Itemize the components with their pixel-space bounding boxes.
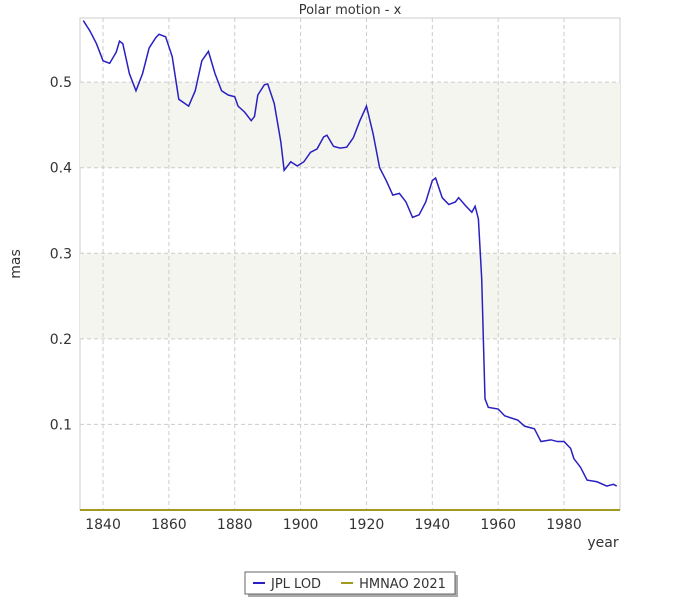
legend-label: JPL LOD bbox=[270, 577, 321, 592]
series-line bbox=[82, 20, 618, 487]
y-tick-label: 0.3 bbox=[50, 246, 72, 262]
y-tick-label: 0.4 bbox=[50, 161, 72, 177]
x-axis-label: year bbox=[587, 535, 618, 551]
x-tick-label: 1980 bbox=[546, 517, 582, 533]
x-tick-label: 1960 bbox=[480, 517, 516, 533]
y-tick-label: 0.2 bbox=[50, 332, 72, 348]
x-tick-label: 1900 bbox=[283, 517, 319, 533]
band bbox=[80, 253, 620, 339]
y-tick-label: 0.5 bbox=[50, 75, 72, 91]
y-axis-label: mas bbox=[8, 249, 24, 279]
x-tick-label: 1840 bbox=[85, 517, 121, 533]
y-tick-label: 0.1 bbox=[50, 417, 72, 433]
legend-label: HMNAO 2021 bbox=[359, 577, 446, 592]
band bbox=[80, 82, 620, 168]
x-tick-label: 1860 bbox=[151, 517, 187, 533]
x-tick-label: 1920 bbox=[349, 517, 385, 533]
chart-title: Polar motion - x bbox=[299, 3, 402, 18]
x-tick-label: 1880 bbox=[217, 517, 253, 533]
x-tick-label: 1940 bbox=[414, 517, 450, 533]
